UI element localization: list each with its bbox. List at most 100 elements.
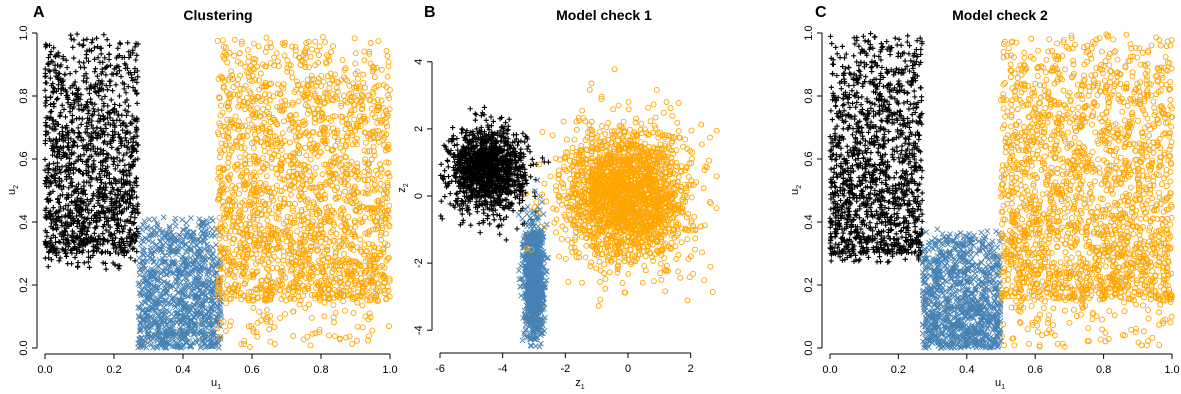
plus-point xyxy=(74,143,80,149)
plus-point xyxy=(85,156,91,163)
plus-point xyxy=(132,117,138,123)
plus-point xyxy=(102,93,108,100)
circle-point xyxy=(275,257,281,264)
plus-point xyxy=(106,171,113,177)
plus-point xyxy=(48,49,54,55)
plus-point xyxy=(127,218,133,224)
circle-point xyxy=(282,311,288,318)
plus-point xyxy=(90,252,96,259)
plus-point xyxy=(110,156,116,162)
plus-point xyxy=(73,69,79,75)
plus-point xyxy=(70,245,76,252)
plus-point xyxy=(76,59,82,65)
plus-point xyxy=(86,90,92,96)
plus-point xyxy=(71,55,77,61)
plus-point xyxy=(60,184,67,190)
plus-point xyxy=(86,108,92,114)
plus-point xyxy=(132,157,138,163)
plus-point xyxy=(53,96,60,103)
circle-point xyxy=(245,53,252,60)
y-tick-label: 0.0 xyxy=(18,340,30,355)
plus-point xyxy=(64,65,70,71)
circle-point xyxy=(362,313,369,320)
plus-point xyxy=(97,241,103,247)
plus-point xyxy=(51,45,57,51)
plus-point xyxy=(85,259,91,265)
cross-point xyxy=(146,216,153,223)
plus-point xyxy=(122,135,128,141)
x-tick-label: 0.8 xyxy=(313,364,328,376)
circle-point xyxy=(220,198,227,205)
plus-point xyxy=(105,164,111,170)
plus-point xyxy=(46,184,52,190)
circle-point xyxy=(287,267,294,274)
panel-letter-b: B xyxy=(424,4,436,21)
plus-point xyxy=(438,198,444,204)
plus-point xyxy=(88,183,94,189)
plus-point xyxy=(497,212,503,219)
circle-point xyxy=(330,43,337,50)
plus-point xyxy=(47,95,53,101)
circle-point xyxy=(274,58,281,65)
plus-point xyxy=(56,258,62,264)
plus-point xyxy=(121,206,127,212)
cross-point xyxy=(172,223,179,230)
circle-point xyxy=(302,305,309,312)
plus-point xyxy=(116,240,122,246)
plus-point xyxy=(48,173,54,179)
circle-point xyxy=(250,145,257,151)
circle-point xyxy=(362,139,369,146)
panel-letter-a: A xyxy=(33,4,45,21)
plus-point xyxy=(53,239,59,245)
circle-point xyxy=(223,300,229,307)
plus-point xyxy=(103,194,109,200)
plus-point xyxy=(68,152,75,158)
plus-point xyxy=(117,158,123,164)
circle-point xyxy=(232,113,239,120)
plus-point xyxy=(101,172,107,178)
plus-point xyxy=(47,101,54,108)
circle-point xyxy=(284,213,291,220)
plus-point xyxy=(100,113,106,119)
plus-point xyxy=(117,117,123,123)
circle-point xyxy=(292,47,299,54)
plus-point xyxy=(103,125,109,132)
circle-point xyxy=(365,231,372,238)
circle-point xyxy=(287,139,293,146)
circle-point xyxy=(295,98,302,105)
circle-point xyxy=(321,313,328,320)
plus-point xyxy=(46,255,52,261)
circle-point xyxy=(257,179,264,186)
plus-point xyxy=(134,100,140,107)
plus-point xyxy=(69,119,75,126)
plus-point xyxy=(98,128,104,134)
plus-point xyxy=(117,102,123,109)
plus-point xyxy=(438,161,444,167)
circle-point xyxy=(263,34,270,41)
plus-point xyxy=(108,97,114,103)
plus-point xyxy=(75,125,81,131)
plus-point xyxy=(112,235,119,241)
plus-point xyxy=(120,121,126,127)
plus-point xyxy=(107,250,114,257)
circle-point xyxy=(238,139,245,146)
circle-point xyxy=(273,50,280,57)
cross-point xyxy=(138,286,145,293)
circle-point xyxy=(352,50,359,57)
circle-point xyxy=(281,52,288,59)
plus-point xyxy=(45,54,52,61)
plus-point xyxy=(98,45,104,51)
circle-point xyxy=(252,56,259,63)
plus-point xyxy=(69,127,75,133)
circle-point xyxy=(244,47,251,53)
circle-point xyxy=(237,72,244,79)
plus-point xyxy=(81,65,87,71)
plus-point xyxy=(83,71,89,77)
circle-point xyxy=(354,337,360,344)
plus-point xyxy=(96,233,102,239)
plus-point xyxy=(79,107,85,113)
plus-point xyxy=(96,171,102,177)
plus-point xyxy=(94,146,101,152)
